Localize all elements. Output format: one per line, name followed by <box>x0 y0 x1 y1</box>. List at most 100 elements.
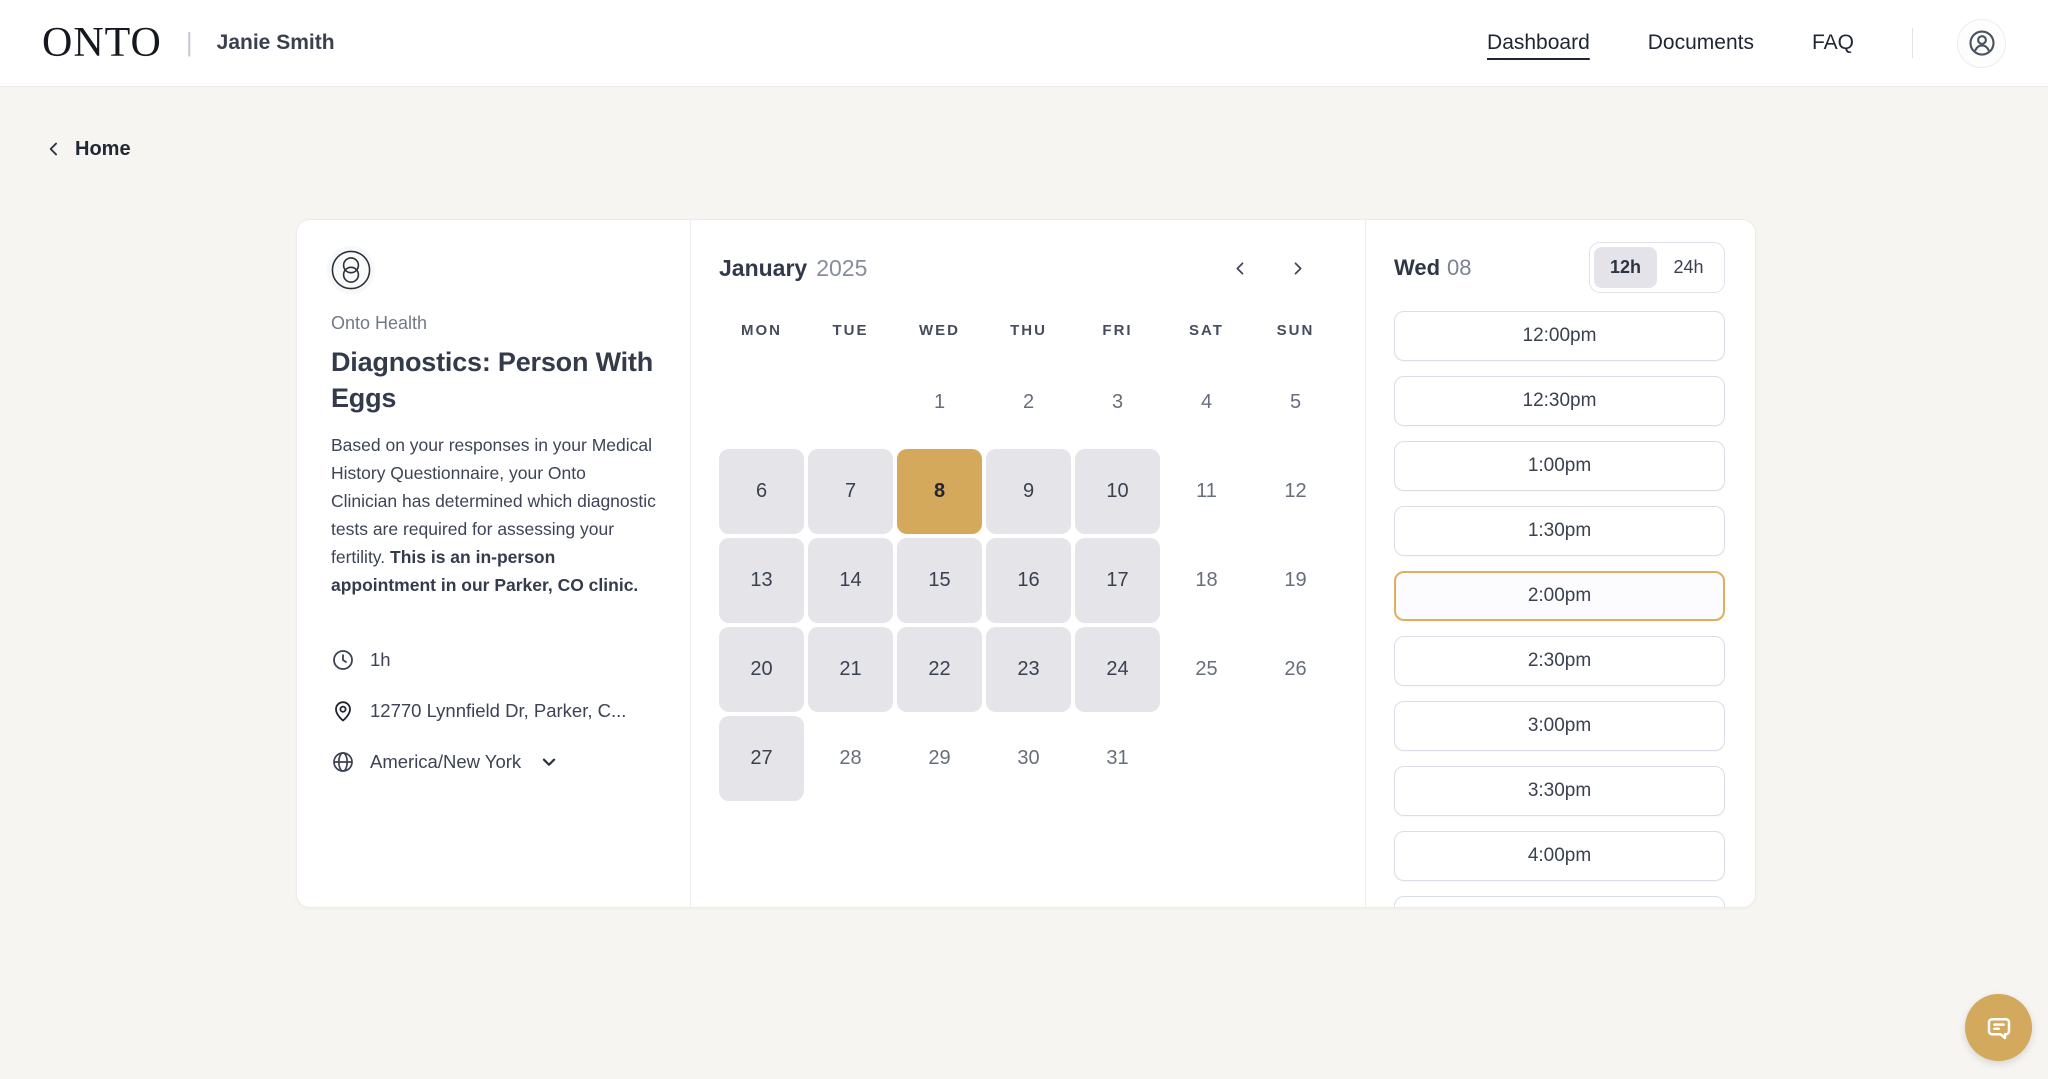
format-12h-option[interactable]: 12h <box>1594 247 1657 288</box>
event-meta: 1h 12770 Lynnfield Dr, Parker, C... <box>331 634 656 787</box>
calendar-grid: 1 2 3 4 5 6 7 8 9 10 11 12 13 14 15 16 17 18 19 20 21 22 23 24 2… <box>719 360 1339 801</box>
breadcrumb-label: Home <box>75 137 131 160</box>
profile-menu-button[interactable] <box>1957 18 2006 68</box>
calendar-day-1: 1 <box>933 391 946 413</box>
timezone-value: America/New York <box>370 750 522 772</box>
event-title: Diagnostics: Person With Eggs <box>331 347 653 413</box>
calendar-day-empty <box>719 360 804 445</box>
duration-value: 1h <box>370 648 391 670</box>
globe-icon <box>331 750 355 774</box>
selected-day-label: Wed 08 <box>1394 254 1472 280</box>
calendar-panel: January 2025 MON TUE WED THU FRI SAT SUN … <box>691 220 1366 907</box>
chevron-down-icon <box>538 751 560 773</box>
timezone-selector[interactable]: America/New York <box>331 736 656 787</box>
weekday-label: FRI <box>1102 322 1133 339</box>
time-slot-2:00pm[interactable]: 2:00pm <box>1394 571 1725 621</box>
calendar-day-23[interactable]: 23 <box>986 627 1071 712</box>
calendar-day-10[interactable]: 10 <box>1075 449 1160 534</box>
weekday-header-row: MON TUE WED THU FRI SAT SUN <box>719 322 1339 339</box>
calendar-nav <box>1227 255 1311 282</box>
time-slot-partial[interactable] <box>1394 896 1725 907</box>
duration-row: 1h <box>331 634 656 685</box>
calendar-day-3: 3 <box>1111 391 1124 413</box>
calendar-day-12: 12 <box>1284 480 1307 502</box>
calendar-day-15[interactable]: 15 <box>897 538 982 623</box>
event-info-panel: Onto Health Diagnostics: Person With Egg… <box>297 220 691 907</box>
calendar-day-18: 18 <box>1195 569 1218 591</box>
calendar-day-7[interactable]: 7 <box>808 449 893 534</box>
time-slot-2:30pm[interactable]: 2:30pm <box>1394 636 1725 686</box>
time-format-toggle: 12h 24h <box>1589 242 1725 293</box>
event-description: Based on your responses in your Medical … <box>331 435 656 596</box>
calendar-day-11: 11 <box>1196 480 1217 502</box>
provider-name: Onto Health <box>331 313 428 333</box>
onto-logo[interactable]: ONTO <box>42 20 162 66</box>
calendar-day-31: 31 <box>1106 747 1129 769</box>
calendar-day-24[interactable]: 24 <box>1075 627 1160 712</box>
calendar-day-13[interactable]: 13 <box>719 538 804 623</box>
weekday-label: THU <box>1010 322 1047 339</box>
next-month-button[interactable] <box>1284 255 1311 282</box>
calendar-month-title: January 2025 <box>719 255 867 282</box>
main-nav: Dashboard Documents FAQ <box>1487 18 2006 68</box>
calendar-day-9[interactable]: 9 <box>986 449 1071 534</box>
calendar-day-5: 5 <box>1289 391 1302 413</box>
weekday-label: TUE <box>832 322 869 339</box>
time-slot-1:30pm[interactable]: 1:30pm <box>1394 506 1725 556</box>
calendar-day-16[interactable]: 16 <box>986 538 1071 623</box>
calendar-day-20[interactable]: 20 <box>719 627 804 712</box>
calendar-day-21[interactable]: 21 <box>808 627 893 712</box>
calendar-month: January <box>719 254 808 281</box>
calendar-day-empty <box>808 360 893 445</box>
chat-launcher-button[interactable] <box>1965 994 2032 1061</box>
time-slot-12:00pm[interactable]: 12:00pm <box>1394 311 1725 361</box>
calendar-day-2: 2 <box>1022 391 1035 413</box>
chevron-left-icon <box>44 139 64 159</box>
onto-health-logo-icon <box>331 250 371 290</box>
calendar-day-empty <box>1253 716 1338 801</box>
time-slot-3:30pm[interactable]: 3:30pm <box>1394 766 1725 816</box>
time-slot-3:00pm[interactable]: 3:00pm <box>1394 701 1725 751</box>
user-name: Janie Smith <box>216 31 335 54</box>
prev-month-button[interactable] <box>1227 255 1254 282</box>
time-slot-12:30pm[interactable]: 12:30pm <box>1394 376 1725 426</box>
calendar-header: January 2025 <box>719 247 1339 289</box>
location-row: 12770 Lynnfield Dr, Parker, C... <box>331 685 656 736</box>
weekday-label: WED <box>919 322 960 339</box>
calendar-day-28: 28 <box>839 747 862 769</box>
calendar-day-14[interactable]: 14 <box>808 538 893 623</box>
user-avatar-icon <box>1967 28 1997 58</box>
time-slots-header: Wed 08 12h 24h <box>1394 242 1725 293</box>
weekday-label: SAT <box>1189 322 1224 339</box>
chat-bubble-icon <box>1984 1013 2014 1043</box>
calendar-year: 2025 <box>816 254 868 281</box>
time-slot-1:00pm[interactable]: 1:00pm <box>1394 441 1725 491</box>
time-slot-list: 12:00pm 12:30pm 1:00pm 1:30pm 2:00pm 2:30pm 3:… <box>1394 311 1725 907</box>
location-value: 12770 Lynnfield Dr, Parker, C... <box>370 699 627 721</box>
location-pin-icon <box>331 699 355 723</box>
breadcrumb[interactable]: Home <box>44 131 131 167</box>
calendar-day-22[interactable]: 22 <box>897 627 982 712</box>
nav-dashboard[interactable]: Dashboard <box>1487 31 1590 54</box>
weekday-label: MON <box>741 322 782 339</box>
calendar-day-6[interactable]: 6 <box>719 449 804 534</box>
format-24h-option[interactable]: 24h <box>1673 257 1704 277</box>
calendar-day-29: 29 <box>928 747 951 769</box>
nav-documents[interactable]: Documents <box>1647 31 1754 54</box>
calendar-day-8[interactable]: 8 <box>897 449 982 534</box>
calendar-day-17[interactable]: 17 <box>1075 538 1160 623</box>
weekday-label: SUN <box>1276 322 1315 339</box>
nav-divider <box>1912 28 1913 58</box>
clock-icon <box>331 648 355 672</box>
calendar-day-19: 19 <box>1284 569 1307 591</box>
nav-faq[interactable]: FAQ <box>1811 31 1854 54</box>
time-slots-panel: Wed 08 12h 24h 12:00pm 12:30pm 1:00pm 1:30pm… <box>1366 220 1755 907</box>
time-slot-4:00pm[interactable]: 4:00pm <box>1394 831 1725 881</box>
top-header: ONTO | Janie Smith Dashboard Documents F… <box>0 0 2048 87</box>
calendar-day-30: 30 <box>1017 747 1040 769</box>
event-description-emphasis: This is an in-person appointment in our … <box>331 547 639 596</box>
calendar-day-27[interactable]: 27 <box>719 716 804 801</box>
brand-divider: | <box>185 26 193 57</box>
booking-card: Onto Health Diagnostics: Person With Egg… <box>296 219 1756 908</box>
calendar-day-25: 25 <box>1195 658 1218 680</box>
